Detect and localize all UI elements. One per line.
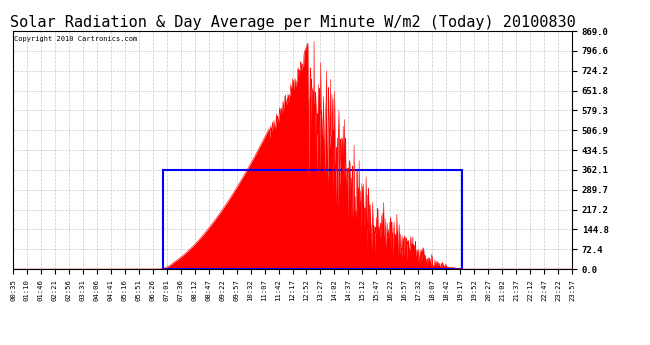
Title: Solar Radiation & Day Average per Minute W/m2 (Today) 20100830: Solar Radiation & Day Average per Minute… [10,15,575,30]
Text: Copyright 2010 Cartronics.com: Copyright 2010 Cartronics.com [14,36,137,42]
Bar [163,170,462,269]
